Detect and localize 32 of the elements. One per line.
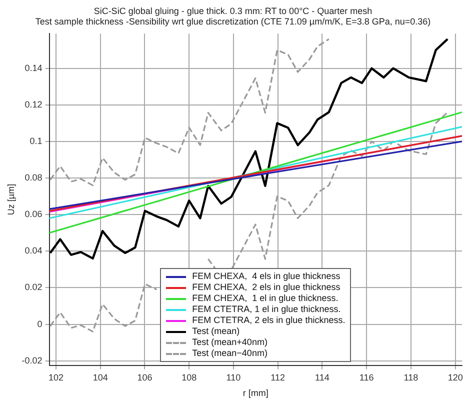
x-axis-title: r [mm] [242,388,268,398]
x-tick-label: 110 [226,372,241,382]
y-tick-label: 0.14 [24,62,42,73]
y-tick-label: 0 [37,318,42,329]
legend-label: FEM CTETRA, 1 el in glue thickness. [192,304,341,316]
y-tick-label: 0.02 [24,282,42,292]
x-tick-label: 106 [137,372,152,382]
legend-label: Test (mean+40nm) [192,337,268,348]
y-tick-label: 0.06 [24,209,42,220]
x-tick-label: 102 [48,372,64,382]
legend-label: FEM CTETRA, 2 els in glue thickness. [192,315,346,326]
legend-label: FEM CHEXA, 2 els in glue thickness [192,282,340,294]
y-tick-label: 0.12 [24,99,42,110]
legend-label: FEM CHEXA, 1 el in glue thickness. [192,293,338,304]
x-tick-label: 104 [92,372,108,382]
y-tick-label: 0.08 [24,172,42,183]
y-axis-title: Uz [µm] [6,184,16,216]
x-tick-label: 108 [182,372,197,382]
y-tick-label: 0.1 [30,136,42,146]
x-tick-label: 120 [448,372,463,382]
y-tick-label: 0.04 [24,246,42,256]
legend-label: Test (mean) [192,326,240,338]
x-tick-label: 116 [359,372,374,382]
line-series [49,38,330,186]
y-tick-label: -0.02 [22,355,42,366]
legend-label: FEM CHEXA, 4 els in glue thickness [192,271,340,282]
x-tick-label: 114 [315,372,330,382]
legend-label: Test (mean−40nm) [192,348,268,360]
x-tick-label: 112 [270,372,286,382]
chart-title: SiC-SiC global gluing - glue thick. 0.3 mm: RT to 00°C - Quarter mesh [94,6,372,16]
chart-subtitle: Test sample thickness -Sensibility wrt glue discretization (CTE 71.09 µm/m/K, E=3.8 GPa, nu=0.36) [35,16,431,27]
x-tick-label: 118 [404,372,418,382]
